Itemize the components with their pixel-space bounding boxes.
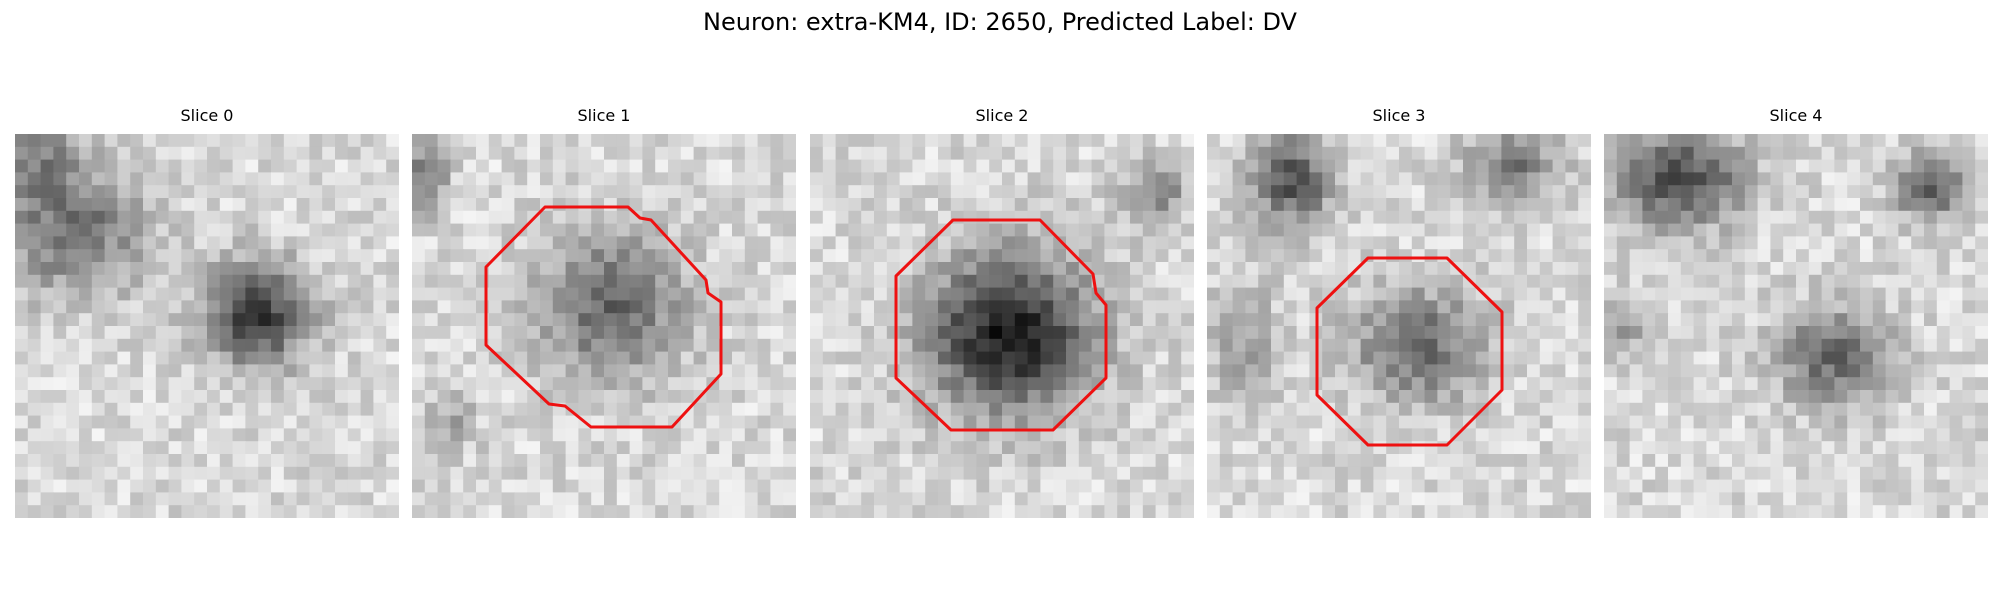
pixel-grid — [810, 134, 1194, 518]
slice-title: Slice 2 — [975, 106, 1029, 125]
roi-contour — [484, 205, 723, 429]
slice-image — [412, 134, 796, 518]
slice-title: Slice 4 — [1769, 106, 1823, 125]
slice-image — [15, 134, 399, 518]
figure-title: Neuron: extra-KM4, ID: 2650, Predicted L… — [703, 8, 1297, 36]
pixel-grid — [1604, 134, 1988, 518]
pixel-grid — [1207, 134, 1591, 518]
slice-title: Slice 3 — [1372, 106, 1426, 125]
slice-image — [1604, 134, 1988, 518]
pixel-grid — [15, 134, 399, 518]
roi-contour — [894, 218, 1108, 432]
slice-image — [1207, 134, 1591, 518]
roi-contour — [1315, 256, 1504, 447]
pixel-grid — [412, 134, 796, 518]
slice-image — [810, 134, 1194, 518]
slice-title: Slice 1 — [577, 106, 631, 125]
slice-title: Slice 0 — [180, 106, 234, 125]
